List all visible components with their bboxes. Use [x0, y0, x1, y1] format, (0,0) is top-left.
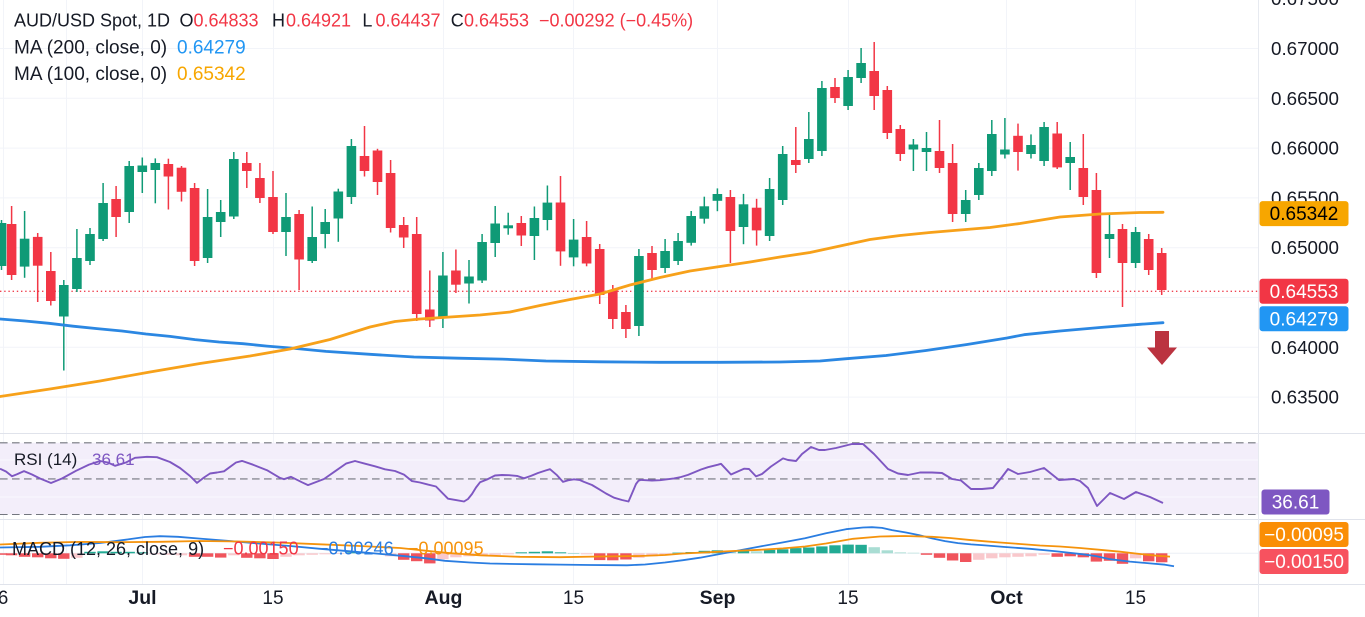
svg-text:Sep: Sep [700, 587, 736, 609]
svg-text:0.65342: 0.65342 [177, 64, 246, 85]
svg-text:0.67500: 0.67500 [1271, 0, 1339, 9]
svg-text:6: 6 [0, 588, 8, 609]
svg-text:0.64279: 0.64279 [177, 37, 246, 58]
svg-text:15: 15 [262, 588, 283, 609]
svg-text:−0.00150: −0.00150 [1264, 552, 1344, 573]
svg-text:−0.00095: −0.00095 [408, 539, 484, 559]
svg-text:36.61: 36.61 [92, 450, 135, 469]
svg-text:L: L [362, 11, 372, 31]
svg-text:−0.00292 (−0.45%): −0.00292 (−0.45%) [539, 11, 693, 31]
svg-text:0.66000: 0.66000 [1271, 138, 1339, 159]
svg-text:Aug: Aug [425, 587, 463, 609]
svg-text:MACD (12, 26, close, 9): MACD (12, 26, close, 9) [12, 539, 204, 559]
svg-text:36.61: 36.61 [1272, 493, 1320, 514]
svg-text:0.64437: 0.64437 [376, 11, 441, 31]
svg-text:O: O [180, 11, 194, 31]
svg-text:15: 15 [1125, 588, 1146, 609]
svg-text:0.64553: 0.64553 [1270, 282, 1339, 303]
svg-text:−0.00150: −0.00150 [223, 539, 299, 559]
svg-text:0.64553: 0.64553 [464, 11, 529, 31]
svg-text:Jul: Jul [128, 587, 156, 609]
svg-text:0.65342: 0.65342 [1270, 204, 1339, 225]
svg-text:C: C [451, 11, 464, 31]
svg-text:MA (100, close, 0): MA (100, close, 0) [14, 64, 167, 85]
svg-text:−0.00246: −0.00246 [318, 539, 394, 559]
svg-text:15: 15 [837, 588, 858, 609]
svg-text:Oct: Oct [990, 587, 1023, 609]
svg-text:0.63500: 0.63500 [1271, 387, 1339, 408]
svg-text:−0.00095: −0.00095 [1264, 525, 1344, 546]
svg-text:0.64279: 0.64279 [1270, 309, 1339, 330]
svg-text:0.67000: 0.67000 [1271, 38, 1339, 59]
svg-text:MA (200, close, 0): MA (200, close, 0) [14, 37, 167, 58]
svg-text:0.65000: 0.65000 [1271, 237, 1339, 258]
svg-text:0.64000: 0.64000 [1271, 337, 1339, 358]
svg-text:H: H [272, 11, 285, 31]
svg-text:RSI (14): RSI (14) [14, 450, 77, 469]
svg-text:0.66500: 0.66500 [1271, 88, 1339, 109]
svg-text:0.64921: 0.64921 [286, 11, 351, 31]
svg-text:0.64833: 0.64833 [194, 11, 259, 31]
svg-text:AUD/USD Spot, 1D: AUD/USD Spot, 1D [14, 11, 170, 31]
svg-text:15: 15 [563, 588, 584, 609]
